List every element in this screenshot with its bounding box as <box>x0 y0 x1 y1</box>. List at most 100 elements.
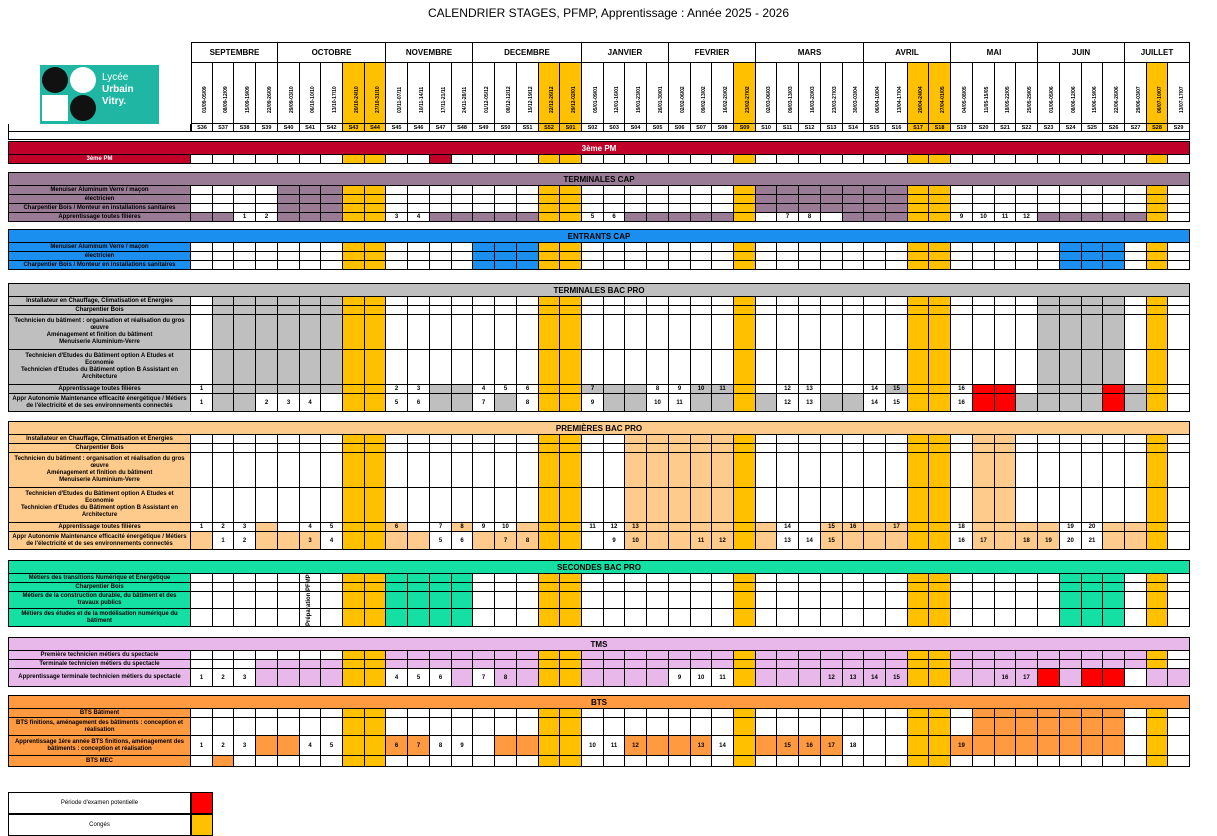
week-cell <box>1082 651 1103 660</box>
week-cell <box>886 453 908 488</box>
week-cell <box>843 261 864 270</box>
week-cell <box>343 488 365 523</box>
month-header: JANVIER <box>582 42 669 63</box>
week-date: 06/07-10/07 <box>1147 63 1168 124</box>
week-cell <box>1016 660 1038 669</box>
week-cell <box>712 315 734 350</box>
week-cell <box>452 756 473 767</box>
week-cell <box>625 315 647 350</box>
week-date: 06/04-10/04 <box>864 63 886 124</box>
week-cell <box>821 488 843 523</box>
week-cell <box>1016 609 1038 627</box>
week-cell <box>712 453 734 488</box>
week-cell <box>1060 756 1082 767</box>
week-cell <box>386 297 408 306</box>
week-cell <box>234 756 256 767</box>
week-cell <box>864 306 886 315</box>
week-cell <box>691 523 712 532</box>
week-cell <box>1016 350 1038 385</box>
week-cell <box>473 350 495 385</box>
week-number: S28 <box>1147 124 1168 132</box>
week-cell <box>886 155 908 164</box>
week-cell <box>1147 709 1168 718</box>
week-cell <box>213 660 234 669</box>
week-cell <box>452 350 473 385</box>
week-cell <box>234 385 256 394</box>
week-cell <box>495 243 517 252</box>
week-cell <box>1060 453 1082 488</box>
week-cell <box>517 609 539 627</box>
week-cell: 12 <box>777 394 799 412</box>
week-cell <box>234 195 256 204</box>
week-cell <box>777 592 799 609</box>
week-cell <box>321 651 343 660</box>
week-cell <box>799 315 821 350</box>
week-cell <box>864 444 886 453</box>
week-cell: 1 <box>191 523 213 532</box>
week-cell <box>756 261 777 270</box>
week-cell <box>539 385 560 394</box>
week-cell <box>691 756 712 767</box>
month-header: OCTOBRE <box>278 42 386 63</box>
week-cell <box>1147 736 1168 756</box>
week-cell: 2 <box>213 736 234 756</box>
week-number: S08 <box>712 124 734 132</box>
week-cell <box>213 306 234 315</box>
week-cell <box>625 718 647 736</box>
week-cell <box>256 669 278 687</box>
week-cell <box>1038 435 1060 444</box>
week-cell: 10 <box>691 385 712 394</box>
week-cell <box>213 350 234 385</box>
week-cell <box>886 306 908 315</box>
week-cell <box>539 213 560 222</box>
week-cell: 21 <box>1082 532 1103 550</box>
week-cell <box>1103 532 1125 550</box>
week-cell <box>1168 252 1190 261</box>
week-cell <box>995 350 1016 385</box>
week-cell <box>843 609 864 627</box>
week-cell <box>799 488 821 523</box>
week-cell <box>625 297 647 306</box>
week-cell <box>604 669 625 687</box>
week-cell <box>647 651 669 660</box>
week-cell <box>951 195 973 204</box>
pfmp-note: Préparation PFMP <box>306 574 312 626</box>
week-cell <box>386 718 408 736</box>
week-cell: 17 <box>821 736 843 756</box>
week-cell <box>343 186 365 195</box>
week-number: S50 <box>495 124 517 132</box>
week-cell <box>864 660 886 669</box>
week-cell <box>321 306 343 315</box>
week-cell <box>777 186 799 195</box>
week-cell <box>452 709 473 718</box>
week-cell <box>712 583 734 592</box>
week-cell <box>191 453 213 488</box>
week-cell <box>886 315 908 350</box>
week-cell <box>647 736 669 756</box>
week-cell <box>343 252 365 261</box>
week-cell: 5 <box>321 523 343 532</box>
week-cell <box>1016 592 1038 609</box>
week-cell <box>321 186 343 195</box>
week-cell <box>386 155 408 164</box>
week-cell <box>1147 243 1168 252</box>
week-cell <box>300 718 321 736</box>
week-number: S29 <box>1168 124 1190 132</box>
week-cell <box>973 444 995 453</box>
week-cell <box>864 756 886 767</box>
week-cell <box>1016 385 1038 394</box>
week-cell <box>1147 195 1168 204</box>
week-cell <box>343 756 365 767</box>
week-cell <box>886 243 908 252</box>
week-cell <box>517 669 539 687</box>
week-cell <box>1038 243 1060 252</box>
week-cell <box>430 435 452 444</box>
week-cell <box>256 574 278 583</box>
week-cell <box>430 574 452 583</box>
week-cell <box>799 252 821 261</box>
week-cell <box>973 350 995 385</box>
week-cell <box>625 488 647 523</box>
week-cell <box>495 252 517 261</box>
week-cell <box>843 574 864 583</box>
week-cell <box>473 306 495 315</box>
